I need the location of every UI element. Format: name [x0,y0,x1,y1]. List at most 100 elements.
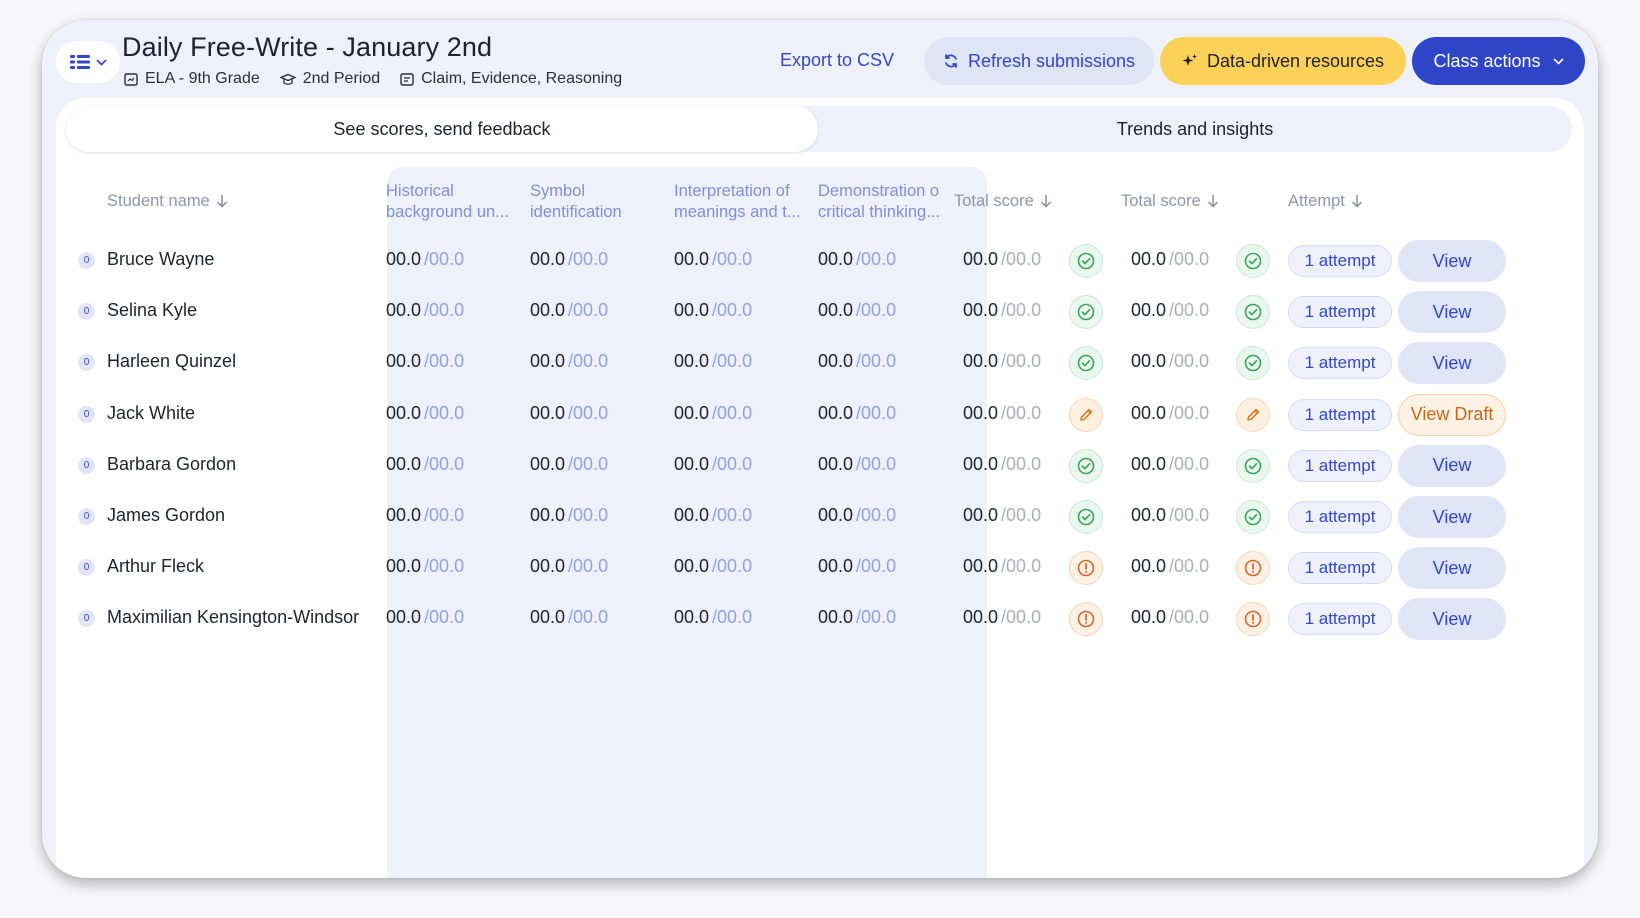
student-name[interactable]: Arthur Fleck [107,556,205,577]
score-cell[interactable]: 00.0/00.0 [818,403,896,424]
score-cell[interactable]: 00.0/00.0 [674,351,752,372]
column-header-student-name[interactable]: Student name [107,191,228,212]
column-header-attempt[interactable]: Attempt [1288,191,1363,212]
score-cell[interactable]: 00.0/00.0 [386,403,464,424]
topic-label: Claim, Evidence, Reasoning [421,70,623,87]
score-max: /00.0 [424,607,465,628]
score-cell[interactable]: 00.0/00.0 [963,249,1041,270]
score-cell[interactable]: 00.0/00.0 [530,556,608,577]
tab-trends-insights[interactable]: Trends and insights [1116,118,1274,139]
view-submission-button[interactable]: View [1398,496,1506,538]
score-cell[interactable]: 00.0/00.0 [674,556,752,577]
score-cell[interactable]: 00.0/00.0 [530,607,608,628]
refresh-submissions-button[interactable]: Refresh submissions [924,37,1154,85]
score-cell[interactable]: 00.0/00.0 [818,505,896,526]
score-cell[interactable]: 00.0/00.0 [530,351,608,372]
score-cell[interactable]: 00.0/00.0 [963,300,1041,321]
column-header-criterion-1[interactable]: Historical background un... [386,182,509,221]
column-header-criterion-4[interactable]: Demonstration o critical thinking... [818,182,940,221]
column-header-criterion-2[interactable]: Symbol identification [530,182,622,221]
score-cell[interactable]: 00.0/00.0 [963,556,1041,577]
view-submission-button[interactable]: View [1398,240,1506,282]
score-cell[interactable]: 00.0/00.0 [530,454,608,475]
score-cell[interactable]: 00.0/00.0 [1131,505,1209,526]
score-cell[interactable]: 00.0/00.0 [1131,351,1209,372]
attempt-button[interactable]: 1 attempt [1288,552,1392,585]
score-cell[interactable]: 00.0/00.0 [818,300,896,321]
student-name[interactable]: Maximilian Kensington-Windsor [107,607,360,628]
score-cell[interactable]: 00.0/00.0 [818,351,896,372]
student-name[interactable]: James Gordon [107,505,226,525]
attempt-button[interactable]: 1 attempt [1288,245,1392,277]
view-submission-button[interactable]: View [1398,444,1506,487]
score-cell[interactable]: 00.0/00.0 [674,300,752,321]
attempt-button[interactable]: 1 attempt [1288,398,1392,431]
score-cell[interactable]: 00.0/00.0 [386,607,464,628]
tab-scores-feedback[interactable]: See scores, send feedback [66,106,818,152]
score-max: /00.0 [712,300,753,321]
view-submission-button[interactable]: View [1398,598,1506,641]
score-cell[interactable]: 00.0/00.0 [674,607,752,628]
attempt-button[interactable]: 1 attempt [1288,501,1392,533]
score-value: 00.0 [530,505,566,525]
score-cell[interactable]: 00.0/00.0 [674,249,752,270]
score-cell[interactable]: 00.0/00.0 [963,351,1041,372]
score-cell[interactable]: 00.0/00.0 [963,403,1041,424]
view-submission-button[interactable]: View [1398,342,1506,385]
student-name[interactable]: Jack White [107,402,196,423]
score-value: 00.0 [818,607,854,628]
graduation-cap-icon [279,73,296,85]
score-max: /00.0 [712,505,753,525]
column-header-total-score-2[interactable]: Total score [1121,191,1219,212]
score-cell[interactable]: 00.0/00.0 [963,607,1041,628]
score-cell[interactable]: 00.0/00.0 [530,300,608,321]
score-cell[interactable]: 00.0/00.0 [963,454,1041,475]
student-name[interactable]: Selina Kyle [107,300,198,321]
scores-panel: See scores, send feedback Trends and ins… [56,98,1584,878]
view-menu-button[interactable] [56,41,120,83]
data-driven-resources-button[interactable]: Data-driven resources [1160,37,1406,85]
view-submission-button[interactable]: View Draft [1398,393,1506,436]
score-cell[interactable]: 00.0/00.0 [1131,403,1209,424]
score-cell[interactable]: 00.0/00.0 [818,607,896,628]
submission-status [1069,500,1103,534]
score-cell[interactable]: 00.0/00.0 [1131,249,1209,270]
attempt-button[interactable]: 1 attempt [1288,296,1392,329]
score-value: 00.0 [963,607,999,628]
score-value: 00.0 [963,300,999,321]
score-cell[interactable]: 00.0/00.0 [1131,300,1209,321]
score-cell[interactable]: 00.0/00.0 [386,300,464,321]
column-header-criterion-3[interactable]: Interpretation of meanings and t... [674,182,801,221]
view-submission-button[interactable]: View [1398,547,1506,590]
score-cell[interactable]: 00.0/00.0 [1131,556,1209,577]
score-cell[interactable]: 00.0/00.0 [818,556,896,577]
score-cell[interactable]: 00.0/00.0 [530,249,608,270]
score-cell[interactable]: 00.0/00.0 [386,351,464,372]
score-cell[interactable]: 00.0/00.0 [386,454,464,475]
score-cell[interactable]: 00.0/00.0 [818,249,896,270]
score-cell[interactable]: 00.0/00.0 [386,505,464,526]
score-cell[interactable]: 00.0/00.0 [674,403,752,424]
attempt-button[interactable]: 1 attempt [1288,603,1392,636]
export-csv-link[interactable]: Export to CSV [780,50,895,70]
column-header-total-score-1[interactable]: Total score [954,191,1052,212]
score-cell[interactable]: 00.0/00.0 [530,403,608,424]
score-cell[interactable]: 00.0/00.0 [530,505,608,526]
attempt-button[interactable]: 1 attempt [1288,347,1392,380]
view-submission-button[interactable]: View [1398,291,1506,334]
score-cell[interactable]: 00.0/00.0 [386,249,464,270]
student-name[interactable]: Barbara Gordon [107,453,237,474]
score-cell[interactable]: 00.0/00.0 [1131,607,1209,628]
score-cell[interactable]: 00.0/00.0 [1131,454,1209,475]
score-cell[interactable]: 00.0/00.0 [963,505,1041,526]
score-cell[interactable]: 00.0/00.0 [674,505,752,526]
score-cell[interactable]: 00.0/00.0 [674,454,752,475]
attempt-button[interactable]: 1 attempt [1288,449,1392,482]
class-actions-button[interactable]: Class actions [1412,37,1585,85]
score-cell[interactable]: 00.0/00.0 [818,454,896,475]
score-cell[interactable]: 00.0/00.0 [386,556,464,577]
score-value: 00.0 [818,505,854,525]
student-name[interactable]: Harleen Quinzel [107,351,237,372]
score-value: 00.0 [674,300,710,321]
student-name[interactable]: Bruce Wayne [107,249,215,269]
